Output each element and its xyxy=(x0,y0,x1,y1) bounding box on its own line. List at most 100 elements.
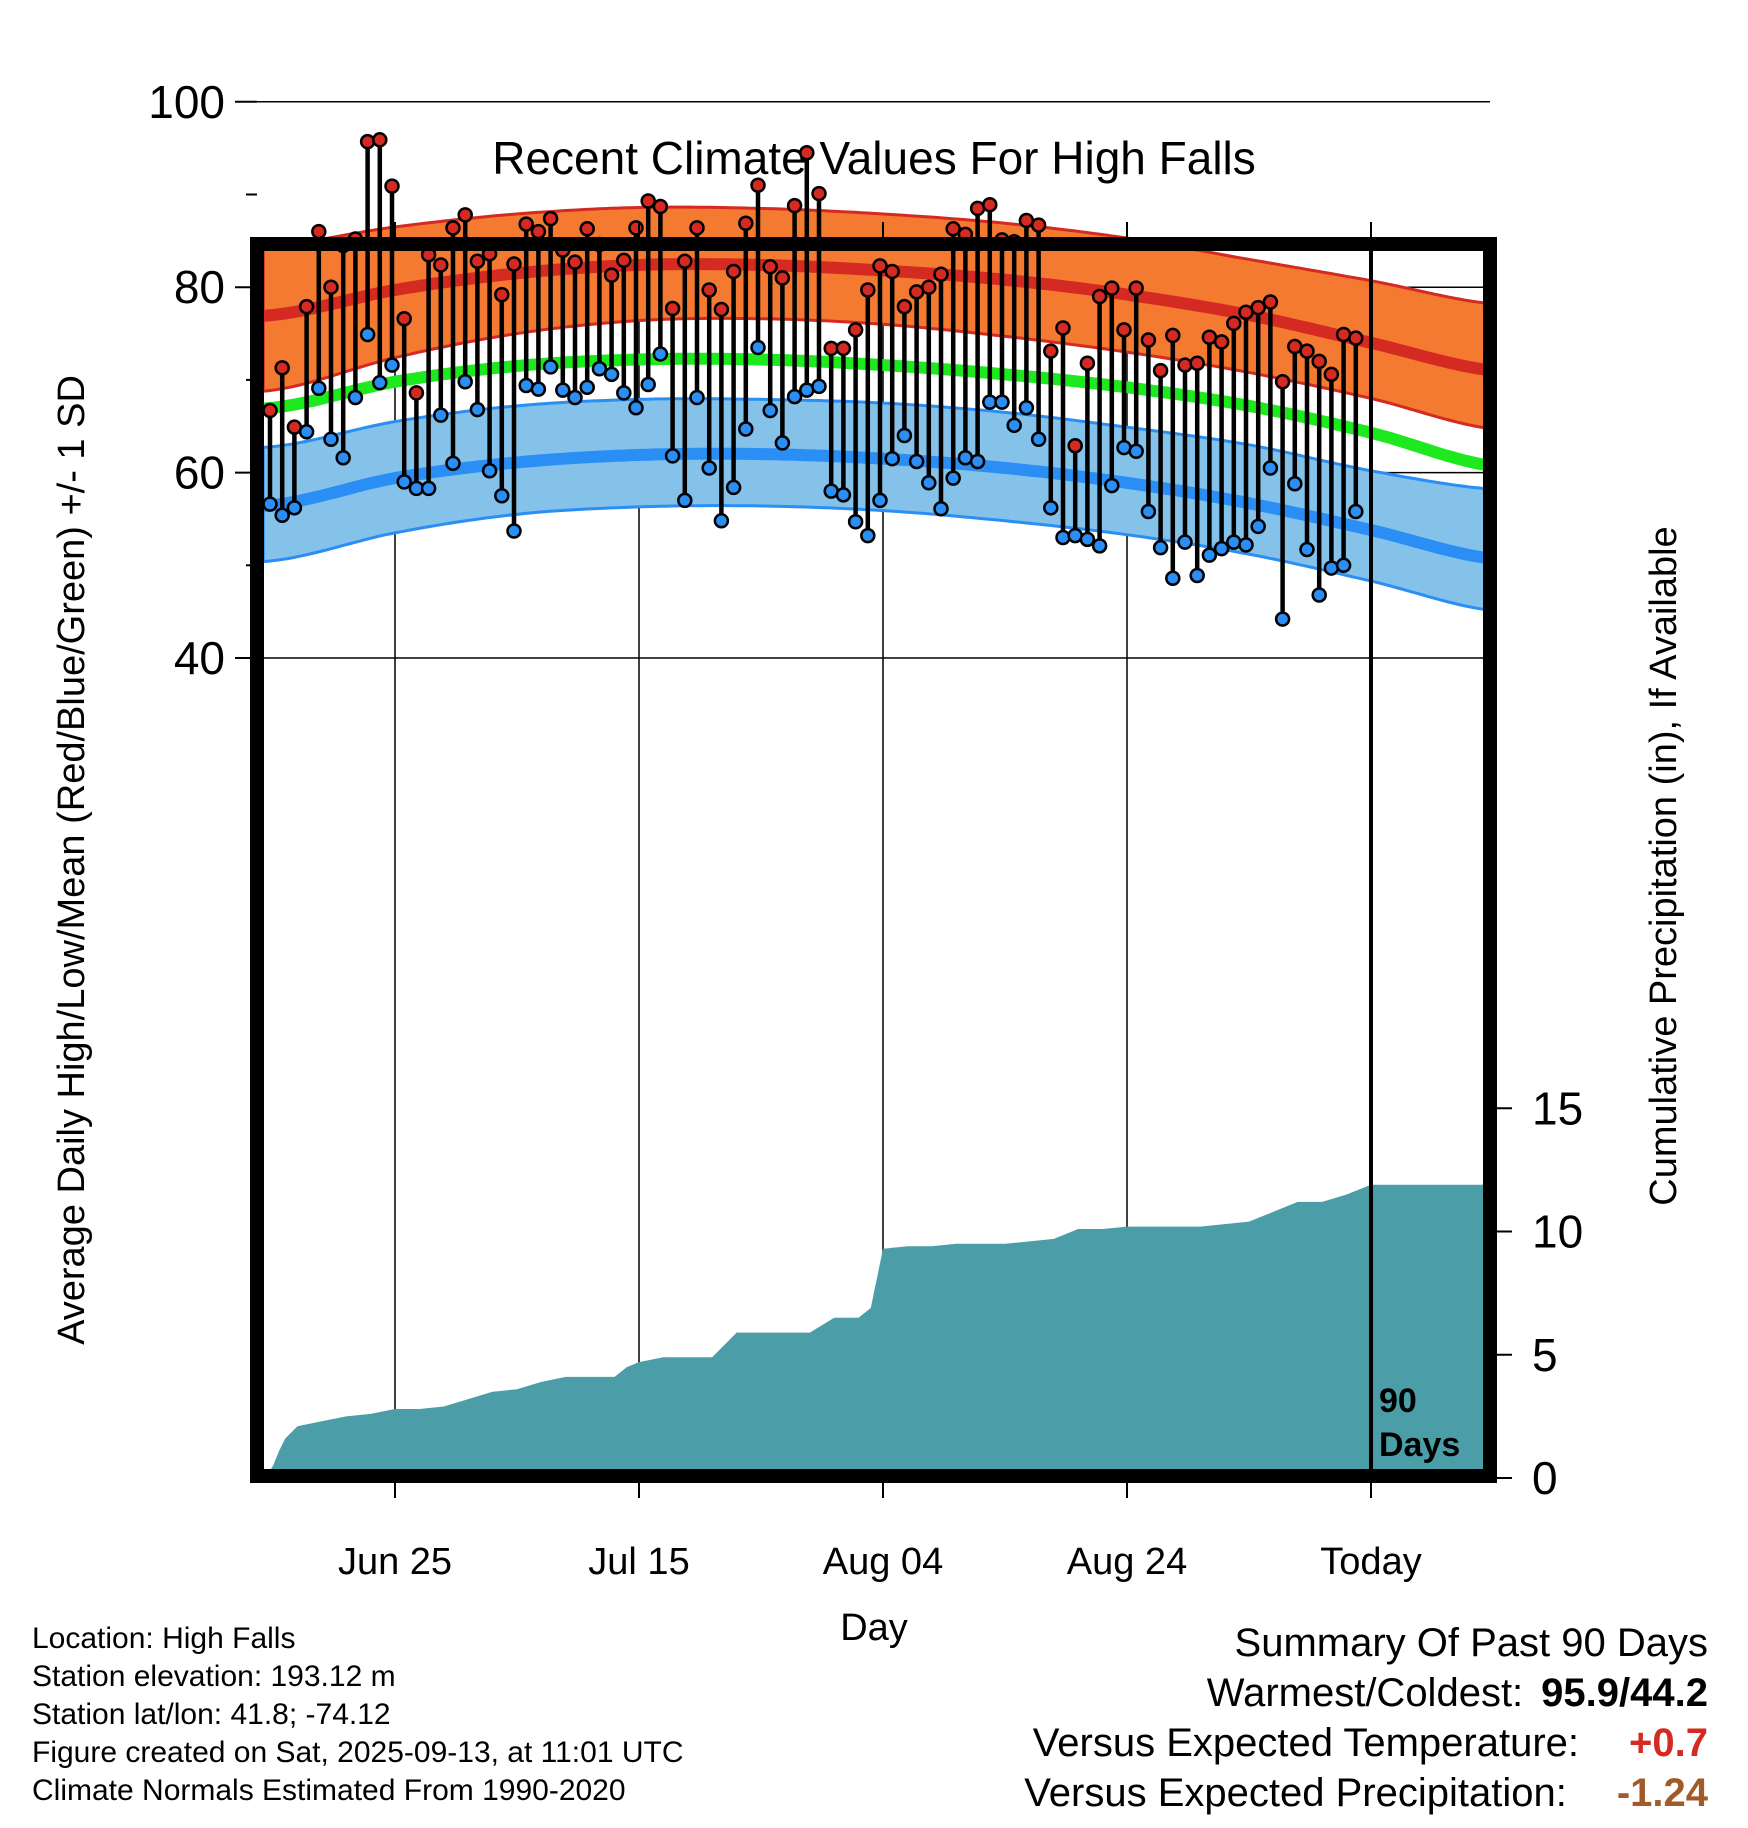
daily-low-point xyxy=(1043,500,1059,516)
daily-low-point xyxy=(262,496,278,512)
daily-high-point xyxy=(384,178,400,194)
daily-high-point xyxy=(1067,437,1083,454)
daily-low-point xyxy=(811,378,827,395)
daily-low-point xyxy=(481,462,498,479)
y-tick-label: 100 xyxy=(148,76,225,128)
daily-low-point xyxy=(1201,547,1218,563)
daily-low-point xyxy=(969,453,986,470)
precip-delta-label: Versus Expected Precipitation: xyxy=(1024,1771,1567,1815)
daily-low-point xyxy=(335,450,351,466)
daily-high-point xyxy=(1213,334,1230,350)
daily-high-point xyxy=(1177,357,1193,373)
daily-high-point xyxy=(274,360,290,376)
daily-low-point xyxy=(555,382,571,398)
daily-low-point xyxy=(750,339,766,356)
chart-title: Recent Climate Values For High Falls xyxy=(492,132,1256,184)
daily-high-point xyxy=(896,298,913,315)
daily-high-point xyxy=(323,279,339,295)
daily-high-point xyxy=(713,301,730,318)
daily-low-point xyxy=(1091,538,1108,554)
temp-delta-value: +0.7 xyxy=(1629,1721,1708,1765)
daily-low-point xyxy=(921,475,937,491)
daily-low-point xyxy=(433,407,449,423)
daily-low-point xyxy=(1079,531,1096,548)
daily-low-point xyxy=(1189,567,1205,584)
daily-high-point xyxy=(1323,366,1340,383)
daily-low-point xyxy=(884,450,900,467)
daily-high-point xyxy=(884,263,900,280)
daily-low-point xyxy=(1287,475,1303,492)
daily-high-point xyxy=(664,300,681,317)
daily-high-point xyxy=(677,253,693,269)
daily-high-point xyxy=(603,267,620,283)
x-tick-label: Today xyxy=(1320,1541,1421,1583)
daily-low-point xyxy=(677,492,693,509)
y2-tick-label: 5 xyxy=(1532,1329,1558,1381)
daily-low-point xyxy=(591,361,608,377)
daily-high-point xyxy=(1250,299,1266,316)
daily-high-point xyxy=(1152,362,1169,379)
daily-low-point xyxy=(994,394,1010,410)
daily-high-point xyxy=(701,282,717,298)
axes: 40 60 80 100 0 5 10 15 Jun 25 Jul 15 Aug 04 Aug 24 T… xyxy=(51,76,1685,1649)
daily-low-point xyxy=(530,381,547,397)
daily-high-point xyxy=(628,220,644,236)
daily-low-point xyxy=(908,453,925,470)
daily-high-point xyxy=(640,193,656,209)
daily-low-point xyxy=(457,374,473,390)
daily-low-point xyxy=(359,326,376,343)
daily-low-point xyxy=(628,399,644,416)
daily-low-point xyxy=(445,455,461,472)
daily-low-point xyxy=(872,492,888,509)
daily-high-point xyxy=(372,132,388,148)
daily-low-point xyxy=(1323,560,1340,576)
daily-high-point xyxy=(530,223,547,240)
daily-low-point xyxy=(1128,443,1144,460)
daily-low-point xyxy=(506,523,522,539)
daily-low-point xyxy=(1335,557,1352,574)
daily-low-point xyxy=(1250,518,1266,535)
daily-low-point xyxy=(847,513,864,530)
daily-low-point xyxy=(1262,460,1279,476)
daily-high-point xyxy=(616,252,632,269)
normal-low-line xyxy=(262,447,1491,565)
summary-panel: Summary Of Past 90 Days Warmest/Coldest:… xyxy=(1024,1618,1708,1818)
today-days-label: Days xyxy=(1379,1426,1460,1464)
daily-high-point xyxy=(725,263,742,280)
today-days-count: 90 xyxy=(1379,1382,1417,1420)
daily-high-point xyxy=(689,220,705,236)
daily-low-point xyxy=(689,389,705,406)
normals-text: Climate Normals Estimated From 1990-2020 xyxy=(32,1774,626,1807)
daily-low-point xyxy=(1311,587,1327,603)
daily-high-point xyxy=(445,220,461,236)
daily-high-point xyxy=(518,216,534,232)
precip-delta-row: Versus Expected Precipitation: -1.24 xyxy=(1024,1768,1708,1818)
daily-high-point xyxy=(396,310,412,327)
daily-high-point xyxy=(774,270,791,286)
daily-low-point xyxy=(652,346,669,362)
daily-high-point xyxy=(433,257,449,273)
x-tick-label: Aug 04 xyxy=(823,1541,943,1583)
created-text: Figure created on Sat, 2025-09-13, at 11… xyxy=(32,1736,684,1769)
daily-low-point xyxy=(945,470,961,486)
daily-high-point xyxy=(1128,280,1144,296)
daily-high-point xyxy=(311,223,327,240)
daily-high-point xyxy=(579,221,595,237)
daily-low-point xyxy=(384,357,400,373)
daily-low-point xyxy=(542,359,559,375)
daily-high-point xyxy=(750,177,766,193)
daily-low-point xyxy=(298,424,315,440)
daily-high-point xyxy=(1079,355,1096,371)
y-tick-label: 80 xyxy=(174,261,225,313)
daily-high-point xyxy=(860,282,876,298)
daily-high-point xyxy=(1226,315,1242,332)
daily-low-point xyxy=(1213,540,1230,557)
daily-low-point xyxy=(1299,541,1315,558)
daily-high-point xyxy=(1043,343,1059,359)
y2-tick-label: 15 xyxy=(1532,1082,1583,1134)
daily-low-point xyxy=(664,448,681,464)
plot-frame xyxy=(250,237,1497,1483)
daily-low-point xyxy=(835,487,852,503)
daily-low-point xyxy=(396,474,412,490)
